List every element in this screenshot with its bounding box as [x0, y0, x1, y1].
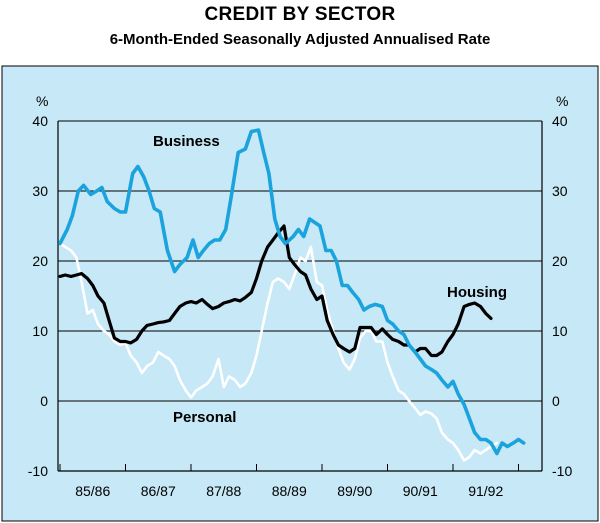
y-tick-right-3: 10 — [552, 323, 568, 339]
y-axis-unit-right: % — [556, 93, 568, 109]
x-tick-label-2: 87/88 — [206, 483, 241, 499]
series-line-personal — [58, 242, 499, 462]
chart-title: CREDIT BY SECTOR — [204, 4, 396, 25]
y-tick-left-3: 10 — [32, 323, 48, 339]
x-tick-label-6: 91/92 — [468, 483, 503, 499]
x-tick-label-1: 86/87 — [141, 483, 176, 499]
y-axis-unit-left: % — [36, 93, 48, 109]
y-tick-left-5: -10 — [28, 463, 48, 479]
series-label-housing: Housing — [447, 284, 507, 301]
y-tick-right-4: 0 — [552, 393, 560, 409]
y-tick-left-2: 20 — [32, 253, 48, 269]
series-label-personal: Personal — [173, 409, 236, 426]
series-label-business: Business — [153, 133, 220, 150]
y-tick-labels-left: 40 30 20 10 0 -10 — [28, 113, 48, 479]
y-tick-right-0: 40 — [552, 113, 568, 129]
x-tick-label-3: 88/89 — [272, 483, 307, 499]
chart-panel — [1, 65, 599, 522]
series-line-business — [58, 128, 526, 456]
y-tick-right-1: 30 — [552, 183, 568, 199]
x-tick-label-0: 85/86 — [75, 483, 110, 499]
y-tick-right-2: 20 — [552, 253, 568, 269]
series-line-housing — [58, 224, 493, 358]
y-tick-right-5: -10 — [552, 463, 572, 479]
data-series — [58, 128, 526, 462]
y-tick-left-4: 0 — [40, 393, 48, 409]
y-tick-left-0: 40 — [32, 113, 48, 129]
axes — [57, 121, 543, 472]
x-tick-labels: 85/86 86/87 87/88 88/89 89/90 90/91 91/92 — [59, 464, 519, 499]
y-tick-labels-right: 40 30 20 10 0 -10 — [552, 113, 572, 479]
x-tick-label-5: 90/91 — [403, 483, 438, 499]
chart-subtitle: 6-Month-Ended Seasonally Adjusted Annual… — [109, 31, 491, 48]
x-tick-label-4: 89/90 — [337, 483, 372, 499]
y-tick-left-1: 30 — [32, 183, 48, 199]
